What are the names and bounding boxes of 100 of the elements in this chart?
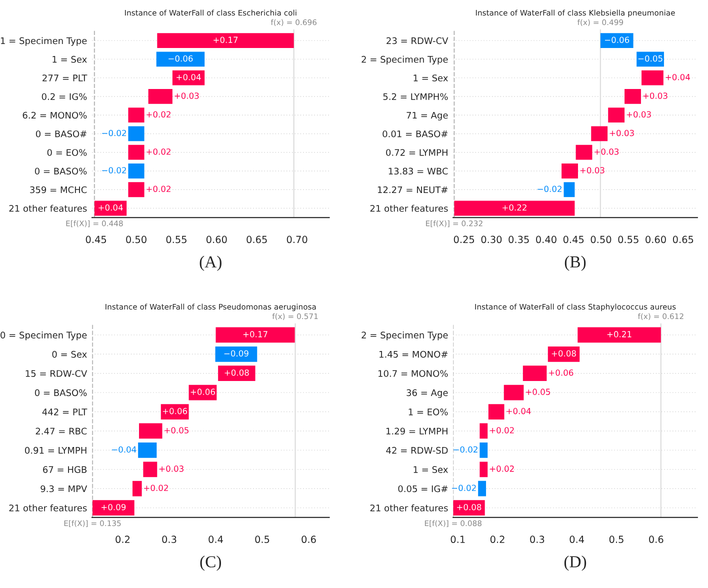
- data-label: +0.04: [506, 408, 531, 414]
- y-tick-label: 5.2 = LYMPH%: [383, 93, 448, 100]
- y-tick-label: 277 = PLT: [42, 74, 88, 82]
- text: (C): [200, 556, 222, 571]
- x-tick-label: 0.6: [302, 536, 316, 544]
- data-label: −0.02: [102, 167, 126, 174]
- x-tick-label: 0.5: [609, 536, 624, 544]
- data-label: +0.05: [164, 427, 188, 434]
- data-label: −0.02: [454, 446, 478, 453]
- y-tick-label: 1 = Specimen Type: [0, 37, 87, 46]
- y-tick-label: 15 = RDW-CV: [26, 370, 88, 377]
- data-label: +0.02: [490, 427, 514, 434]
- data-label: +0.17: [243, 331, 268, 338]
- x-tick-label: 0.50: [590, 236, 612, 244]
- data-label: −0.02: [102, 130, 126, 136]
- x-tick-label: 0.55: [166, 236, 186, 244]
- data-label: +0.02: [146, 148, 170, 155]
- y-tick-label: 1 = Sex: [414, 74, 448, 82]
- x-tick-label: 0.45: [86, 236, 106, 244]
- x-tick-label: 0.25: [454, 236, 474, 244]
- x-tick-label: 0.5: [255, 536, 270, 544]
- y-tick-label: 2.47 = RBC: [36, 428, 87, 435]
- x-tick-label: 0.3: [162, 536, 176, 544]
- data-label: +0.06: [162, 408, 188, 414]
- x-tick-label: 0.4: [570, 536, 584, 544]
- y-tick-label: 2 = Specimen Type: [362, 56, 448, 65]
- y-tick-label: 36 = Age: [406, 389, 448, 398]
- data-label: +0.21: [607, 331, 632, 338]
- x-tick-label: 0.2: [116, 536, 130, 544]
- y-tick-label: 1.45 = MONO#: [380, 350, 448, 358]
- data-label: +0.03: [610, 130, 634, 136]
- y-tick-label: 71 = Age: [406, 112, 448, 120]
- data-label: +0.03: [174, 92, 199, 99]
- y-tick-label: 0 = Sex: [52, 350, 87, 358]
- x-tick-label: 0.6: [649, 536, 664, 544]
- data-label: −0.06: [168, 55, 193, 62]
- y-tick-label: 0 = BASO%: [34, 168, 87, 175]
- data-label: +0.03: [159, 466, 184, 472]
- data-label: +0.03: [594, 148, 619, 155]
- y-tick-label: 0.05 = IG#: [398, 485, 448, 492]
- x-tick-label: 0.1: [450, 536, 465, 544]
- data-label: +0.22: [502, 204, 526, 211]
- x-tick-label: 0.60: [646, 236, 666, 244]
- data-label: +0.06: [190, 388, 215, 395]
- x-tick-label: 0.45: [563, 236, 584, 244]
- x-tick-label: 0.3: [530, 536, 544, 544]
- y-tick-label: 0 = BASO%: [34, 389, 87, 396]
- y-tick-label: 0 = BASO#: [36, 130, 86, 138]
- data-label: −0.06: [604, 36, 630, 43]
- data-label: +0.03: [580, 167, 604, 174]
- text: (A): [200, 256, 222, 271]
- y-tick-label: 0.91 = LYMPH: [25, 446, 86, 454]
- x-tick-label: 0.65: [246, 236, 267, 244]
- x-tick-label: 0.55: [618, 236, 638, 244]
- y-tick-label: 0.2 = IG%: [42, 93, 87, 100]
- y-tick-label: 21 other features: [370, 504, 448, 512]
- data-label: +0.03: [643, 92, 668, 99]
- x-tick-label: 0.40: [536, 236, 556, 244]
- y-tick-label: 1.29 = LYMPH: [386, 428, 448, 435]
- data-label: −0.02: [452, 484, 476, 492]
- data-label: −0.04: [112, 446, 136, 453]
- data-label: +0.09: [102, 504, 126, 510]
- data-label: +0.02: [146, 186, 170, 192]
- y-tick-label: 9.3 = MPV: [40, 485, 88, 492]
- data-label: +0.06: [549, 369, 574, 376]
- data-label: +0.02: [490, 466, 514, 472]
- y-tick-label: 10.7 = MONO%: [378, 370, 448, 377]
- text: (D): [564, 556, 586, 571]
- y-tick-label: 13.83 = WBC: [388, 168, 448, 175]
- data-label: +0.08: [224, 369, 249, 376]
- data-label: +0.17: [214, 36, 238, 43]
- data-label: +0.05: [526, 388, 550, 395]
- data-label: +0.02: [146, 111, 170, 118]
- y-tick-label: 21 other features: [9, 204, 87, 212]
- y-tick-label: 0 = Specimen Type: [0, 331, 87, 340]
- data-label: −0.02: [538, 186, 562, 192]
- data-label: −0.09: [224, 350, 248, 357]
- x-tick-label: 0.2: [490, 536, 504, 544]
- data-label: −0.05: [638, 55, 662, 62]
- data-label: +0.02: [144, 484, 168, 492]
- data-label: +0.04: [666, 74, 690, 80]
- y-tick-label: 6.2 = MONO%: [22, 112, 87, 119]
- y-tick-label: 23 = RDW-CV: [386, 37, 448, 44]
- x-tick-label: 0.50: [126, 236, 146, 244]
- data-label: +0.03: [626, 111, 651, 118]
- x-tick-label: 0.30: [481, 236, 502, 244]
- y-tick-label: 0.01 = BASO#: [382, 130, 448, 138]
- y-tick-label: 21 other features: [9, 504, 87, 512]
- x-tick-label: 0.70: [286, 236, 308, 244]
- y-tick-label: 1 = Sex: [52, 56, 87, 63]
- x-tick-label: 0.4: [208, 536, 223, 544]
- data-label: +0.04: [176, 74, 201, 80]
- text: (B): [564, 256, 586, 271]
- y-tick-label: 0.72 = LYMPH: [386, 149, 448, 156]
- x-tick-label: 0.35: [508, 236, 529, 244]
- y-tick-label: 21 other features: [370, 204, 448, 212]
- y-tick-label: 442 = PLT: [42, 408, 88, 416]
- y-tick-label: 1 = Sex: [414, 466, 448, 473]
- y-tick-label: 1 = EO%: [408, 408, 448, 416]
- y-tick-label: 0 = EO%: [47, 149, 87, 156]
